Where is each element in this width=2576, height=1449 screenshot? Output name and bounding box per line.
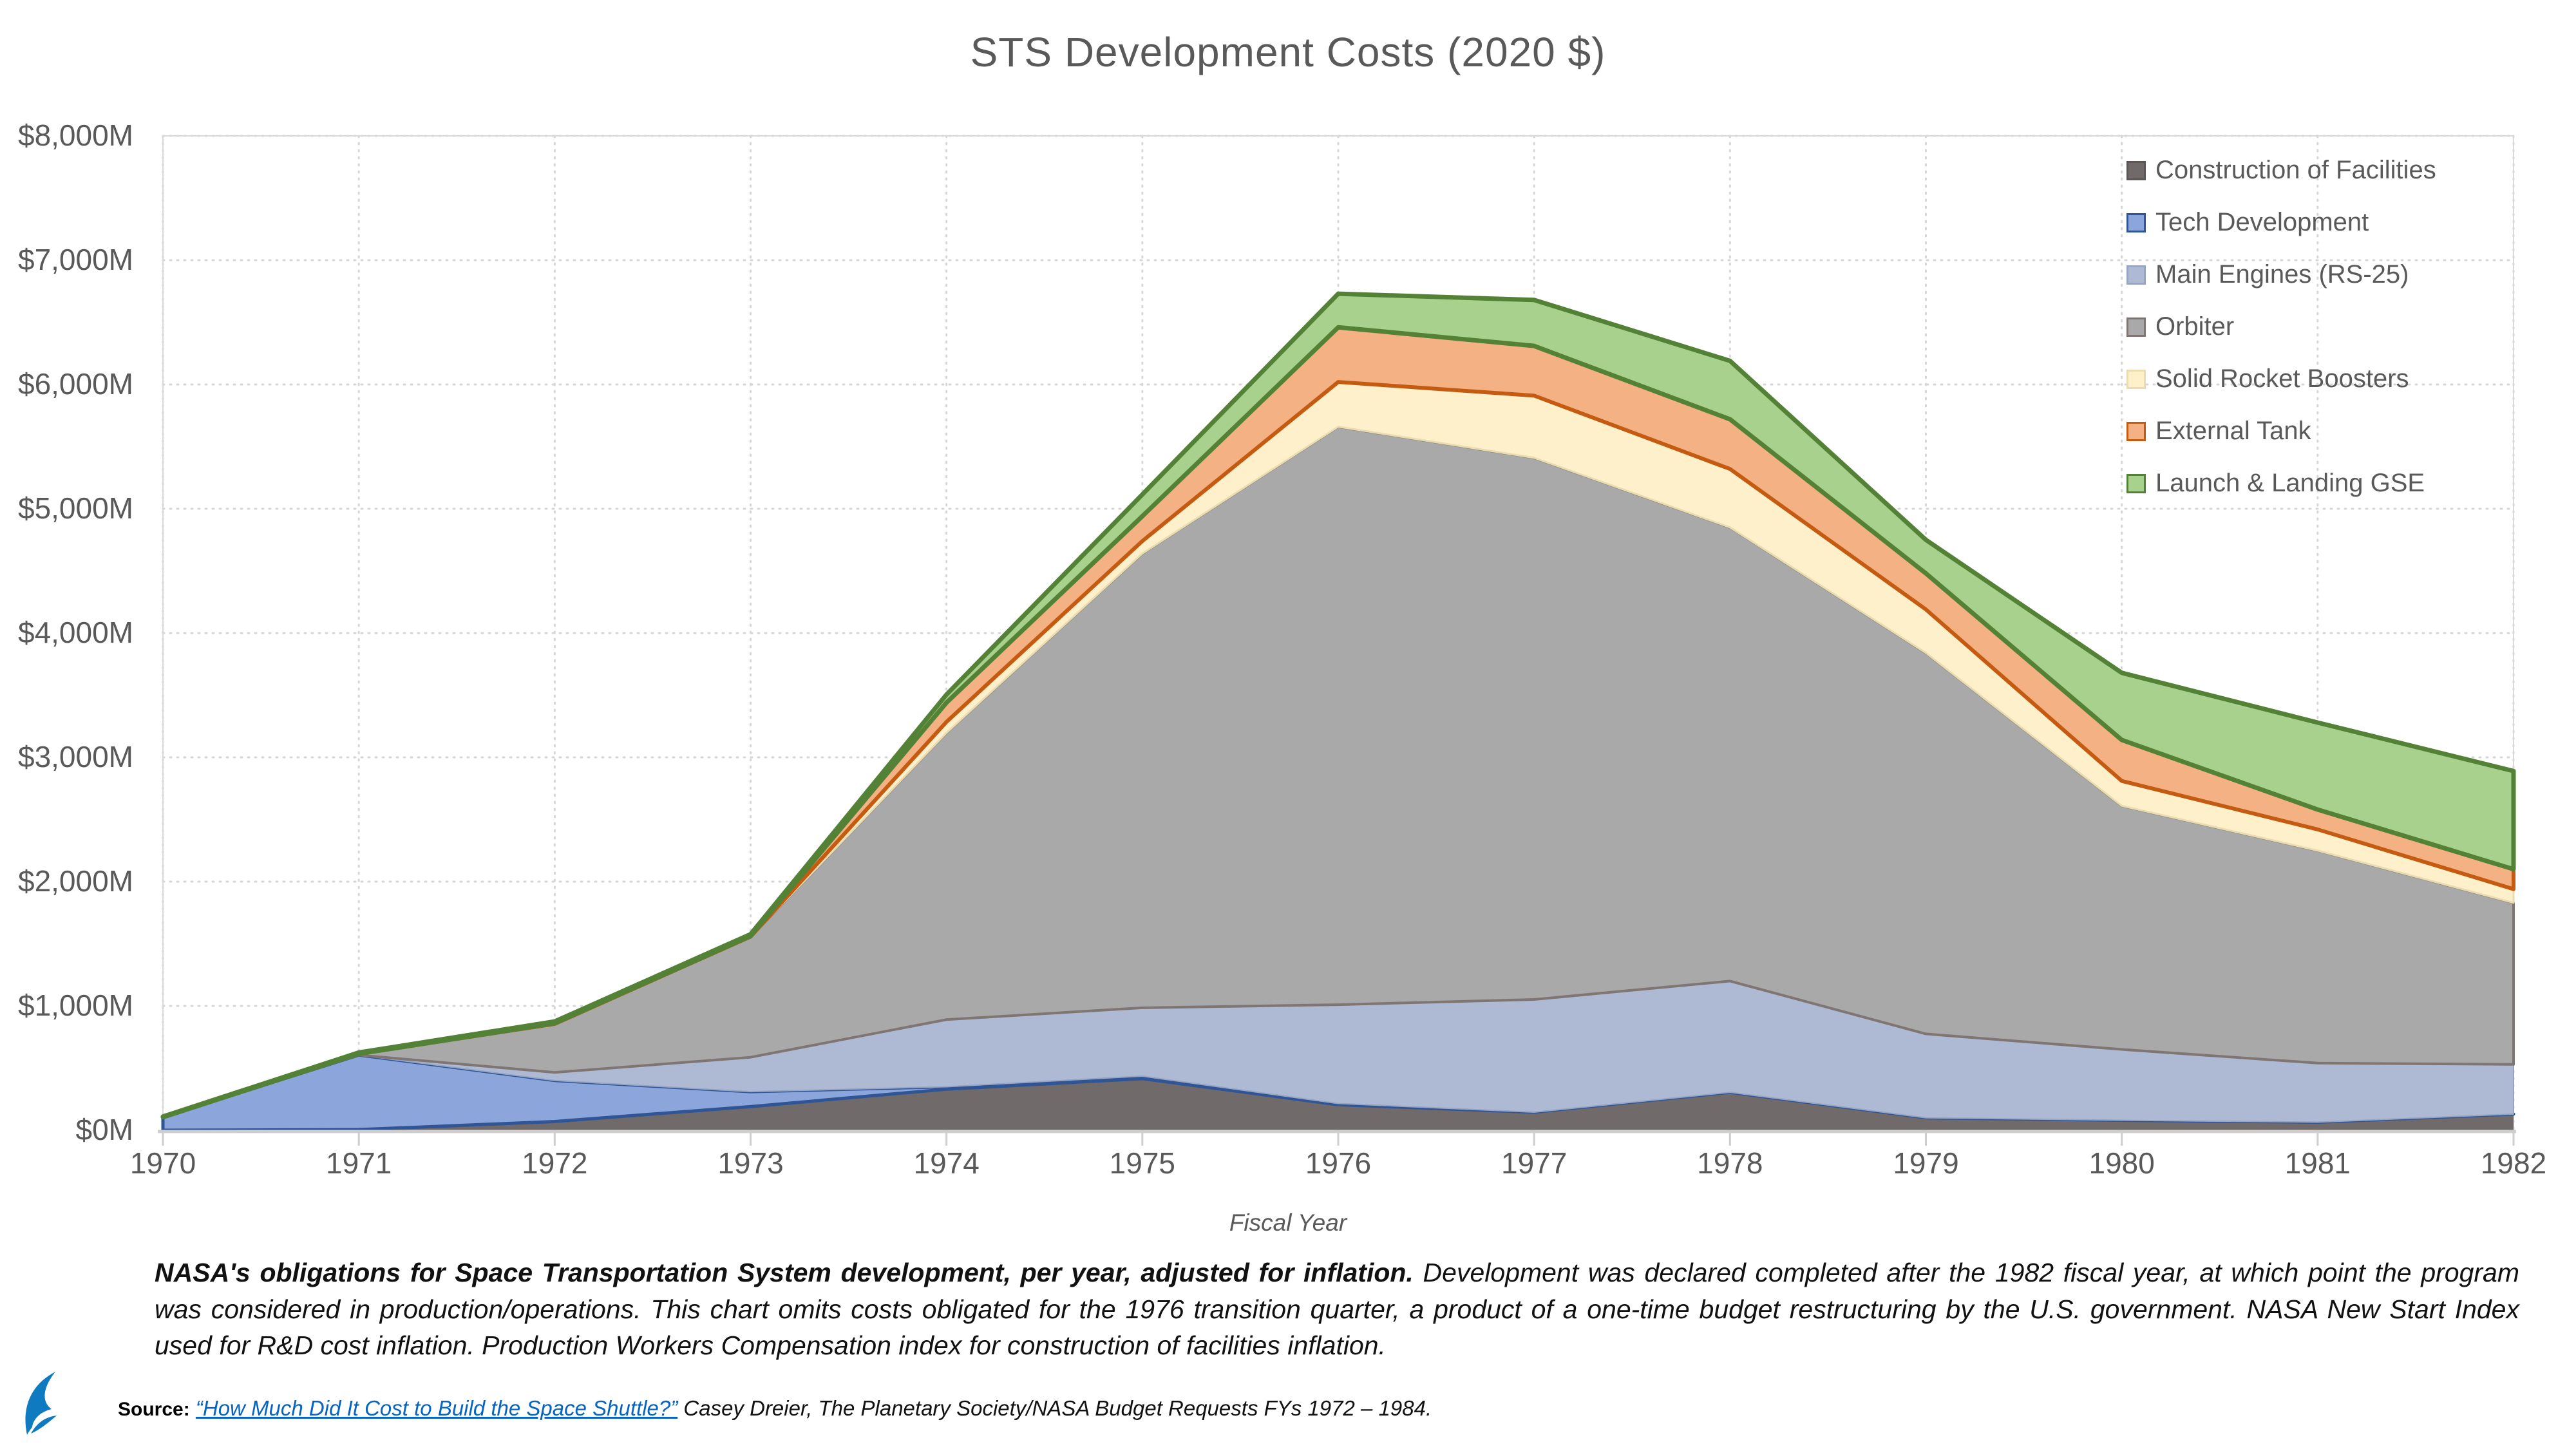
legend-item-solid-rocket-boosters: Solid Rocket Boosters — [2126, 353, 2436, 405]
area-construction-of-facilities — [163, 1078, 2514, 1130]
legend-swatch-icon — [2126, 421, 2146, 441]
y-tick-label: $0M — [76, 1113, 133, 1146]
legend-label: Construction of Facilities — [2155, 156, 2436, 184]
caption-body: Development was declared completed after… — [155, 1258, 2519, 1361]
x-tick-label: 1972 — [522, 1146, 587, 1180]
y-tick-label: $2,000M — [18, 864, 133, 898]
y-tick-label: $6,000M — [18, 367, 133, 401]
x-tick-label: 1976 — [1305, 1146, 1371, 1180]
source-label: Source: — [118, 1399, 190, 1420]
x-tick-label: 1971 — [326, 1146, 392, 1180]
legend-swatch-icon — [2126, 473, 2146, 493]
chart-caption: NASA's obligations for Space Transportat… — [155, 1255, 2519, 1364]
legend-label: Orbiter — [2155, 312, 2235, 341]
legend-item-external-tank: External Tank — [2126, 405, 2436, 457]
y-tick-label: $4,000M — [18, 616, 133, 649]
legend-swatch-icon — [2126, 317, 2146, 337]
legend-swatch-icon — [2126, 160, 2146, 180]
source-link[interactable]: “How Much Did It Cost to Build the Space… — [195, 1396, 678, 1420]
stacked-area-chart: $0M $1,000M $2,000M $3,000M $4,000M $5,000M $6… — [18, 118, 2546, 1180]
legend-item-launch-landing-gse: Launch & Landing GSE — [2126, 457, 2436, 509]
y-tick-label: $7,000M — [18, 243, 133, 276]
x-tick-label: 1982 — [2481, 1146, 2546, 1180]
x-tick-label: 1981 — [2285, 1146, 2351, 1180]
chart-legend: Construction of Facilities Tech Developme… — [2126, 144, 2436, 509]
legend-item-main-engines-rs-25: Main Engines (RS-25) — [2126, 249, 2436, 301]
y-tick-label: $8,000M — [18, 118, 133, 152]
y-tick-label: $5,000M — [18, 491, 133, 525]
legend-label: Solid Rocket Boosters — [2155, 365, 2409, 393]
area-launch-landing-gse — [160, 291, 2516, 1120]
legend-swatch-icon — [2126, 213, 2146, 232]
legend-label: Tech Development — [2155, 208, 2369, 236]
x-tick-label: 1978 — [1697, 1146, 1763, 1180]
legend-swatch-icon — [2126, 369, 2146, 389]
legend-label: Main Engines (RS-25) — [2155, 260, 2409, 289]
legend-label: External Tank — [2155, 417, 2311, 445]
x-tick-label: 1973 — [717, 1146, 783, 1180]
x-tick-label: 1970 — [130, 1146, 196, 1180]
legend-label: Launch & Landing GSE — [2155, 469, 2425, 497]
legend-item-tech-development: Tech Development — [2126, 196, 2436, 249]
x-tick-label: 1974 — [913, 1146, 979, 1180]
page-title: STS Development Costs (2020 $) — [970, 29, 1606, 75]
x-tick-label: 1977 — [1501, 1146, 1567, 1180]
x-tick-label: 1979 — [1893, 1146, 1958, 1180]
legend-swatch-icon — [2126, 265, 2146, 285]
y-tick-label: $3,000M — [18, 740, 133, 773]
x-axis-title: Fiscal Year — [1229, 1209, 1347, 1236]
source-attribution: Casey Dreier, The Planetary Society/NASA… — [677, 1396, 1432, 1420]
source-line: Source: “How Much Did It Cost to Build t… — [118, 1396, 1432, 1421]
x-tick-label: 1980 — [2088, 1146, 2154, 1180]
legend-item-orbiter: Orbiter — [2126, 301, 2436, 353]
x-tick-label: 1975 — [1110, 1146, 1175, 1180]
caption-lead: NASA's obligations for Space Transportat… — [155, 1258, 1414, 1287]
planetary-society-logo-icon — [25, 1372, 57, 1435]
y-tick-label: $1,000M — [18, 989, 133, 1022]
legend-item-construction-of-facilities: Construction of Facilities — [2126, 144, 2436, 196]
